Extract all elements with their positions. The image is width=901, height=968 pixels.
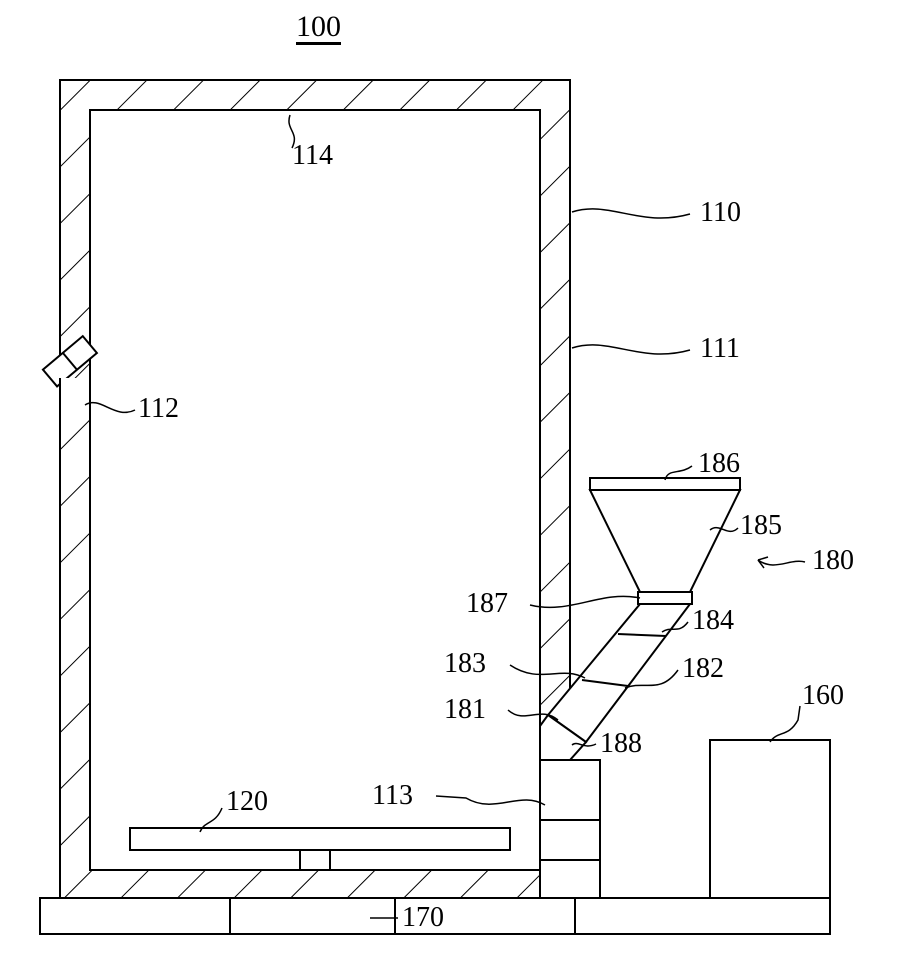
label-112: 112 [138, 393, 179, 425]
housing-wall [60, 80, 570, 898]
label-160: 160 [802, 680, 844, 712]
label-111: 111 [700, 333, 740, 365]
label-170: 170 [402, 902, 444, 934]
label-184: 184 [692, 605, 734, 637]
diagram-title: 100 [296, 10, 341, 44]
label-182: 182 [682, 653, 724, 685]
label-181: 181 [444, 694, 486, 726]
label-113: 113 [372, 780, 413, 812]
label-120: 120 [226, 786, 268, 818]
label-188: 188 [600, 728, 642, 760]
label-187: 187 [466, 588, 508, 620]
diagram-canvas [0, 0, 901, 968]
label-180: 180 [812, 545, 854, 577]
label-183: 183 [444, 648, 486, 680]
block-160 [710, 740, 830, 898]
label-110: 110 [700, 197, 741, 229]
label-186: 186 [698, 448, 740, 480]
label-114: 114 [292, 140, 333, 172]
right-column-block [540, 760, 600, 898]
label-185: 185 [740, 510, 782, 542]
tray-120 [130, 828, 510, 870]
